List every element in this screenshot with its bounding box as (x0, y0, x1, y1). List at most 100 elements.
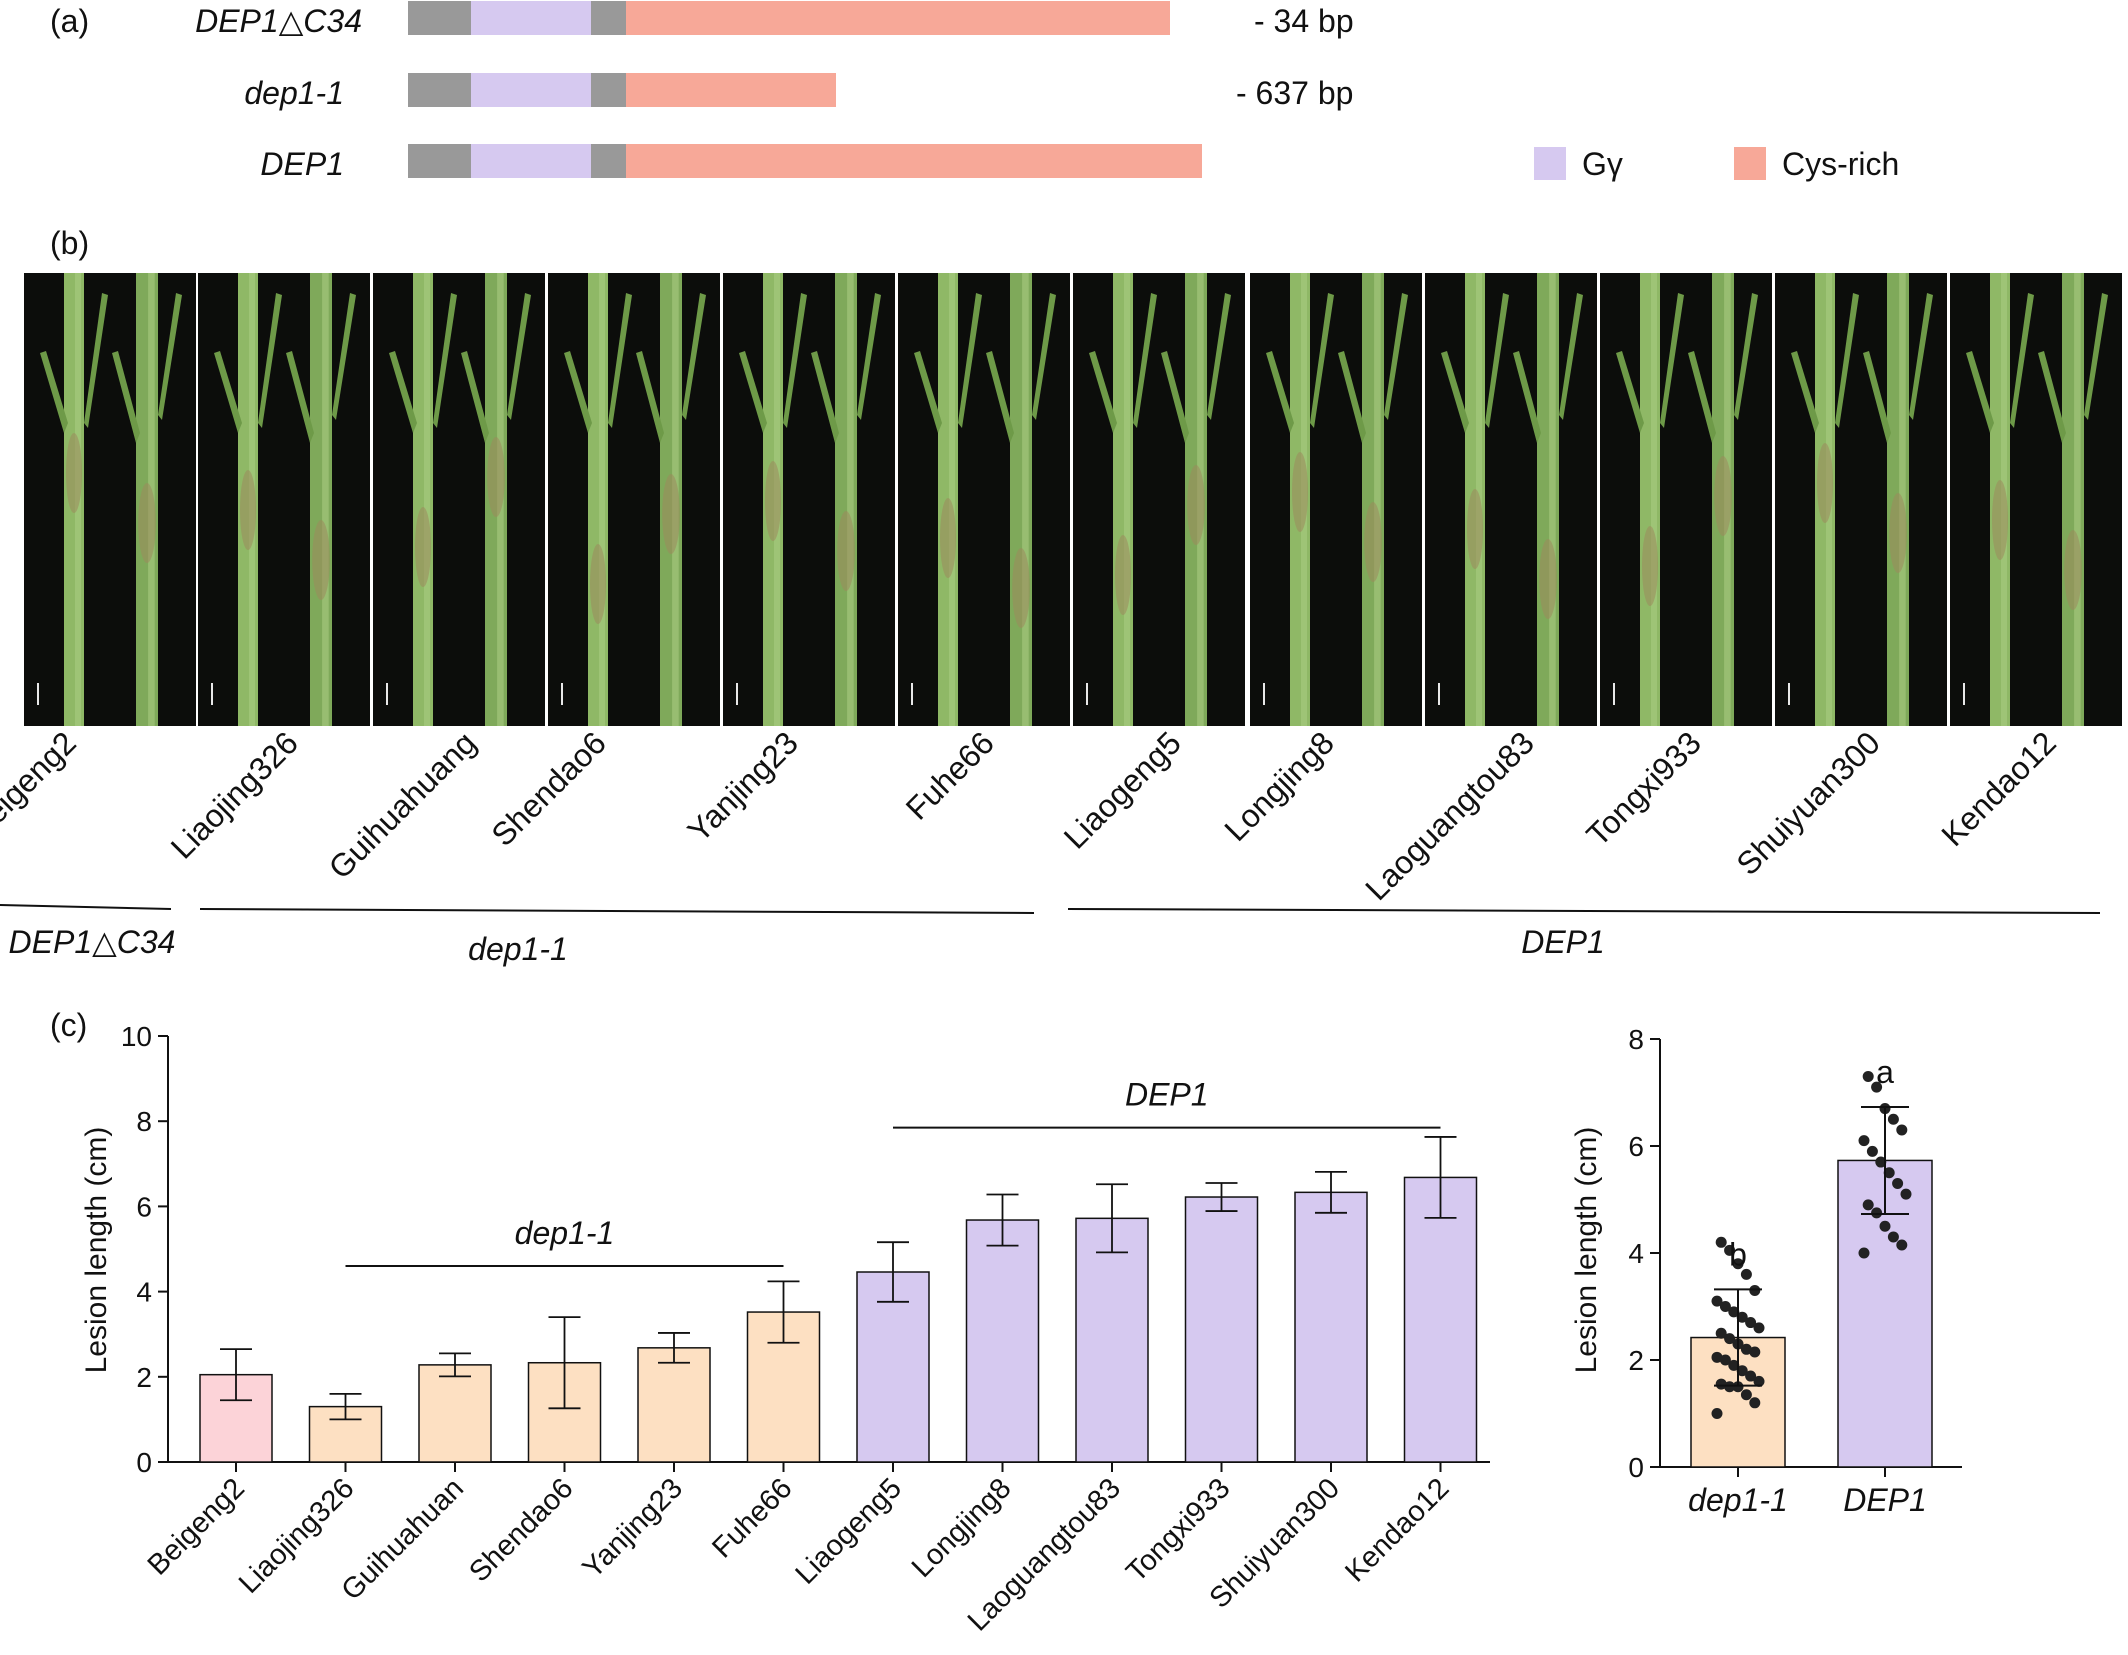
stem-highlight (599, 273, 605, 726)
data-point (1711, 1295, 1723, 1307)
photo-background (1250, 273, 1422, 726)
leaf-blade (461, 351, 489, 443)
stem-highlight (1022, 273, 1029, 726)
photo-background (898, 273, 1070, 726)
bar (1184, 1196, 1259, 1463)
photo-background (1425, 273, 1597, 726)
photo-background (548, 273, 720, 726)
construct-annotation: - 34 bp (1254, 3, 1354, 39)
leaf-blade (1863, 351, 1891, 443)
group-line-dep1-1 (199, 908, 1035, 914)
lesion-spot (1187, 465, 1205, 545)
lesion-spot (487, 437, 505, 517)
rice-stem-photo (1600, 273, 1772, 726)
photo-background (373, 273, 545, 726)
photo-background (723, 273, 895, 726)
lesion-spot (240, 470, 256, 550)
rice-stem-photo (1775, 273, 1947, 726)
group-label-dep1-1: dep1-1 (468, 931, 568, 967)
data-point (1740, 1268, 1752, 1280)
bar-chart-varieties: Lesion length (cm) 0246810Beigeng2Liaoji… (80, 1021, 1490, 1638)
construct-name: DEP1△C34 (195, 3, 362, 39)
stem-highlight (949, 273, 955, 726)
data-point (1745, 1370, 1757, 1382)
lesion-spot (415, 507, 431, 587)
rice-stem-photo (24, 273, 196, 726)
y-tick-label: 8 (1628, 1024, 1644, 1055)
leaf-blade (1616, 351, 1644, 433)
n-terminal-segment (408, 144, 471, 178)
data-point (1724, 1381, 1736, 1393)
lesion-spot (1642, 526, 1658, 606)
cys-rich-domain (626, 73, 836, 107)
panel-b-label: (b) (50, 225, 89, 261)
data-point (1711, 1408, 1723, 1419)
leaf-blade (914, 351, 942, 433)
data-point (1728, 1306, 1740, 1318)
data-point (1719, 1354, 1731, 1366)
group-bracket-label: DEP1 (1125, 1077, 1209, 1113)
stem-highlight (1549, 273, 1556, 726)
construct-dep1: DEP1 (260, 144, 1202, 182)
leaf-blade (389, 351, 417, 433)
data-point (1715, 1236, 1727, 1248)
lesion-spot (138, 483, 156, 563)
lesion-spot (2064, 530, 2082, 610)
variety-label: Kendao12 (1934, 724, 2063, 853)
data-point (1724, 1333, 1736, 1345)
leaf-blade (1032, 293, 1056, 420)
lesion-spot (1817, 443, 1833, 523)
group-line-dep1 (1067, 908, 2101, 914)
y-tick-label: 2 (1628, 1345, 1644, 1376)
leaf-blade (1133, 293, 1157, 428)
bar (1403, 1176, 1478, 1463)
data-point (1892, 1177, 1904, 1189)
x-tick-label: Tongxi933 (1120, 1472, 1236, 1588)
stem (835, 273, 857, 726)
data-point (1749, 1346, 1761, 1358)
x-tick-label: Kendao12 (1339, 1472, 1455, 1588)
leaf-blade (158, 293, 182, 420)
leaf-blade (958, 293, 982, 428)
significance-letter: a (1876, 1054, 1894, 1090)
rice-stem-photo (1950, 273, 2122, 726)
leaf-blade (433, 293, 457, 428)
data-point (1879, 1220, 1891, 1232)
data-point (1753, 1375, 1765, 1387)
lesion-spot (312, 520, 330, 600)
data-point (1858, 1135, 1870, 1147)
leaf-blade (2084, 293, 2108, 420)
panel-c-label: (c) (50, 1007, 87, 1043)
panel-c: (c) Lesion length (cm) 0 2 4 6 8 10 Beigeng2 Li… (50, 1007, 1962, 1638)
legend-swatch-gamma (1534, 147, 1566, 180)
panel-a: (a) DEP1△C34 - 34 bp dep1-1 - 637 bp DEP… (50, 1, 1899, 182)
data-point (1871, 1207, 1883, 1219)
data-point (1715, 1378, 1727, 1390)
rice-stem-photo (723, 273, 895, 726)
domain-legend: Gγ Cys-rich (1534, 146, 1899, 182)
construct-dep1-c34: DEP1△C34 - 34 bp (195, 1, 1354, 39)
leaf-blade (1485, 293, 1509, 428)
data-point (1896, 1124, 1908, 1136)
data-point (1736, 1365, 1748, 1377)
rice-stem-photo (1425, 273, 1597, 726)
cys-rich-domain (626, 1, 1170, 35)
stem-highlight (2074, 273, 2081, 726)
y-tick-label: 0 (1628, 1452, 1644, 1483)
stem-highlight (1124, 273, 1130, 726)
y-axis-title: Lesion length (cm) (80, 1127, 113, 1374)
group-label-dep1: DEP1 (1521, 924, 1605, 960)
leaf-blade (84, 293, 108, 428)
data-point (1887, 1231, 1899, 1243)
x-tick-label: Beigeng2 (142, 1472, 251, 1581)
linker-segment (591, 1, 626, 35)
leaf-blade (1089, 351, 1117, 433)
variety-label: Liaogeng5 (1057, 724, 1188, 855)
photo-strip (24, 273, 2122, 726)
g-gamma-domain (471, 144, 591, 178)
y-axis-title: Lesion length (cm) (1570, 1127, 1603, 1374)
data-point (1749, 1284, 1761, 1296)
lesion-spot (1012, 548, 1030, 628)
stem-highlight (424, 273, 430, 726)
leaf-blade (739, 351, 767, 433)
